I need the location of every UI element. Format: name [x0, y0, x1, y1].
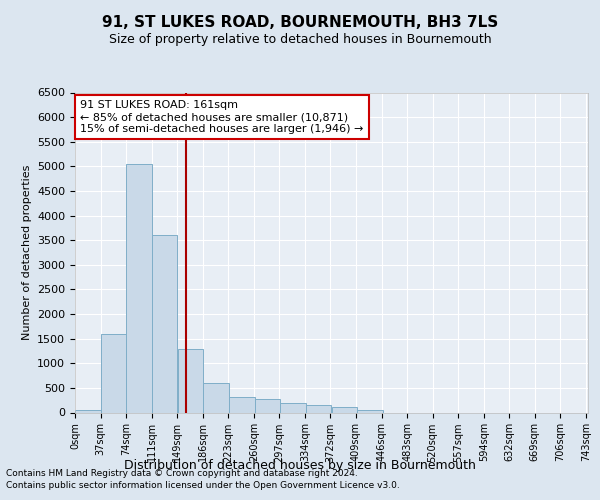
Text: Contains public sector information licensed under the Open Government Licence v3: Contains public sector information licen…: [6, 481, 400, 490]
Bar: [229, 397, 254, 412]
Bar: [178, 348, 203, 412]
Bar: [254, 399, 280, 412]
Text: 91 ST LUKES ROAD: 161sqm
← 85% of detached houses are smaller (10,871)
15% of se: 91 ST LUKES ROAD: 161sqm ← 85% of detach…: [80, 100, 364, 134]
Bar: [152, 236, 177, 412]
Text: Distribution of detached houses by size in Bournemouth: Distribution of detached houses by size …: [124, 458, 476, 471]
Bar: [358, 410, 383, 412]
Text: 91, ST LUKES ROAD, BOURNEMOUTH, BH3 7LS: 91, ST LUKES ROAD, BOURNEMOUTH, BH3 7LS: [102, 15, 498, 30]
Bar: [126, 164, 152, 412]
Bar: [332, 406, 358, 412]
Bar: [101, 334, 126, 412]
Bar: [75, 410, 101, 412]
Text: Contains HM Land Registry data © Crown copyright and database right 2024.: Contains HM Land Registry data © Crown c…: [6, 468, 358, 477]
Bar: [280, 402, 305, 412]
Text: Size of property relative to detached houses in Bournemouth: Size of property relative to detached ho…: [109, 32, 491, 46]
Bar: [305, 405, 331, 412]
Bar: [203, 383, 229, 412]
Y-axis label: Number of detached properties: Number of detached properties: [22, 165, 32, 340]
